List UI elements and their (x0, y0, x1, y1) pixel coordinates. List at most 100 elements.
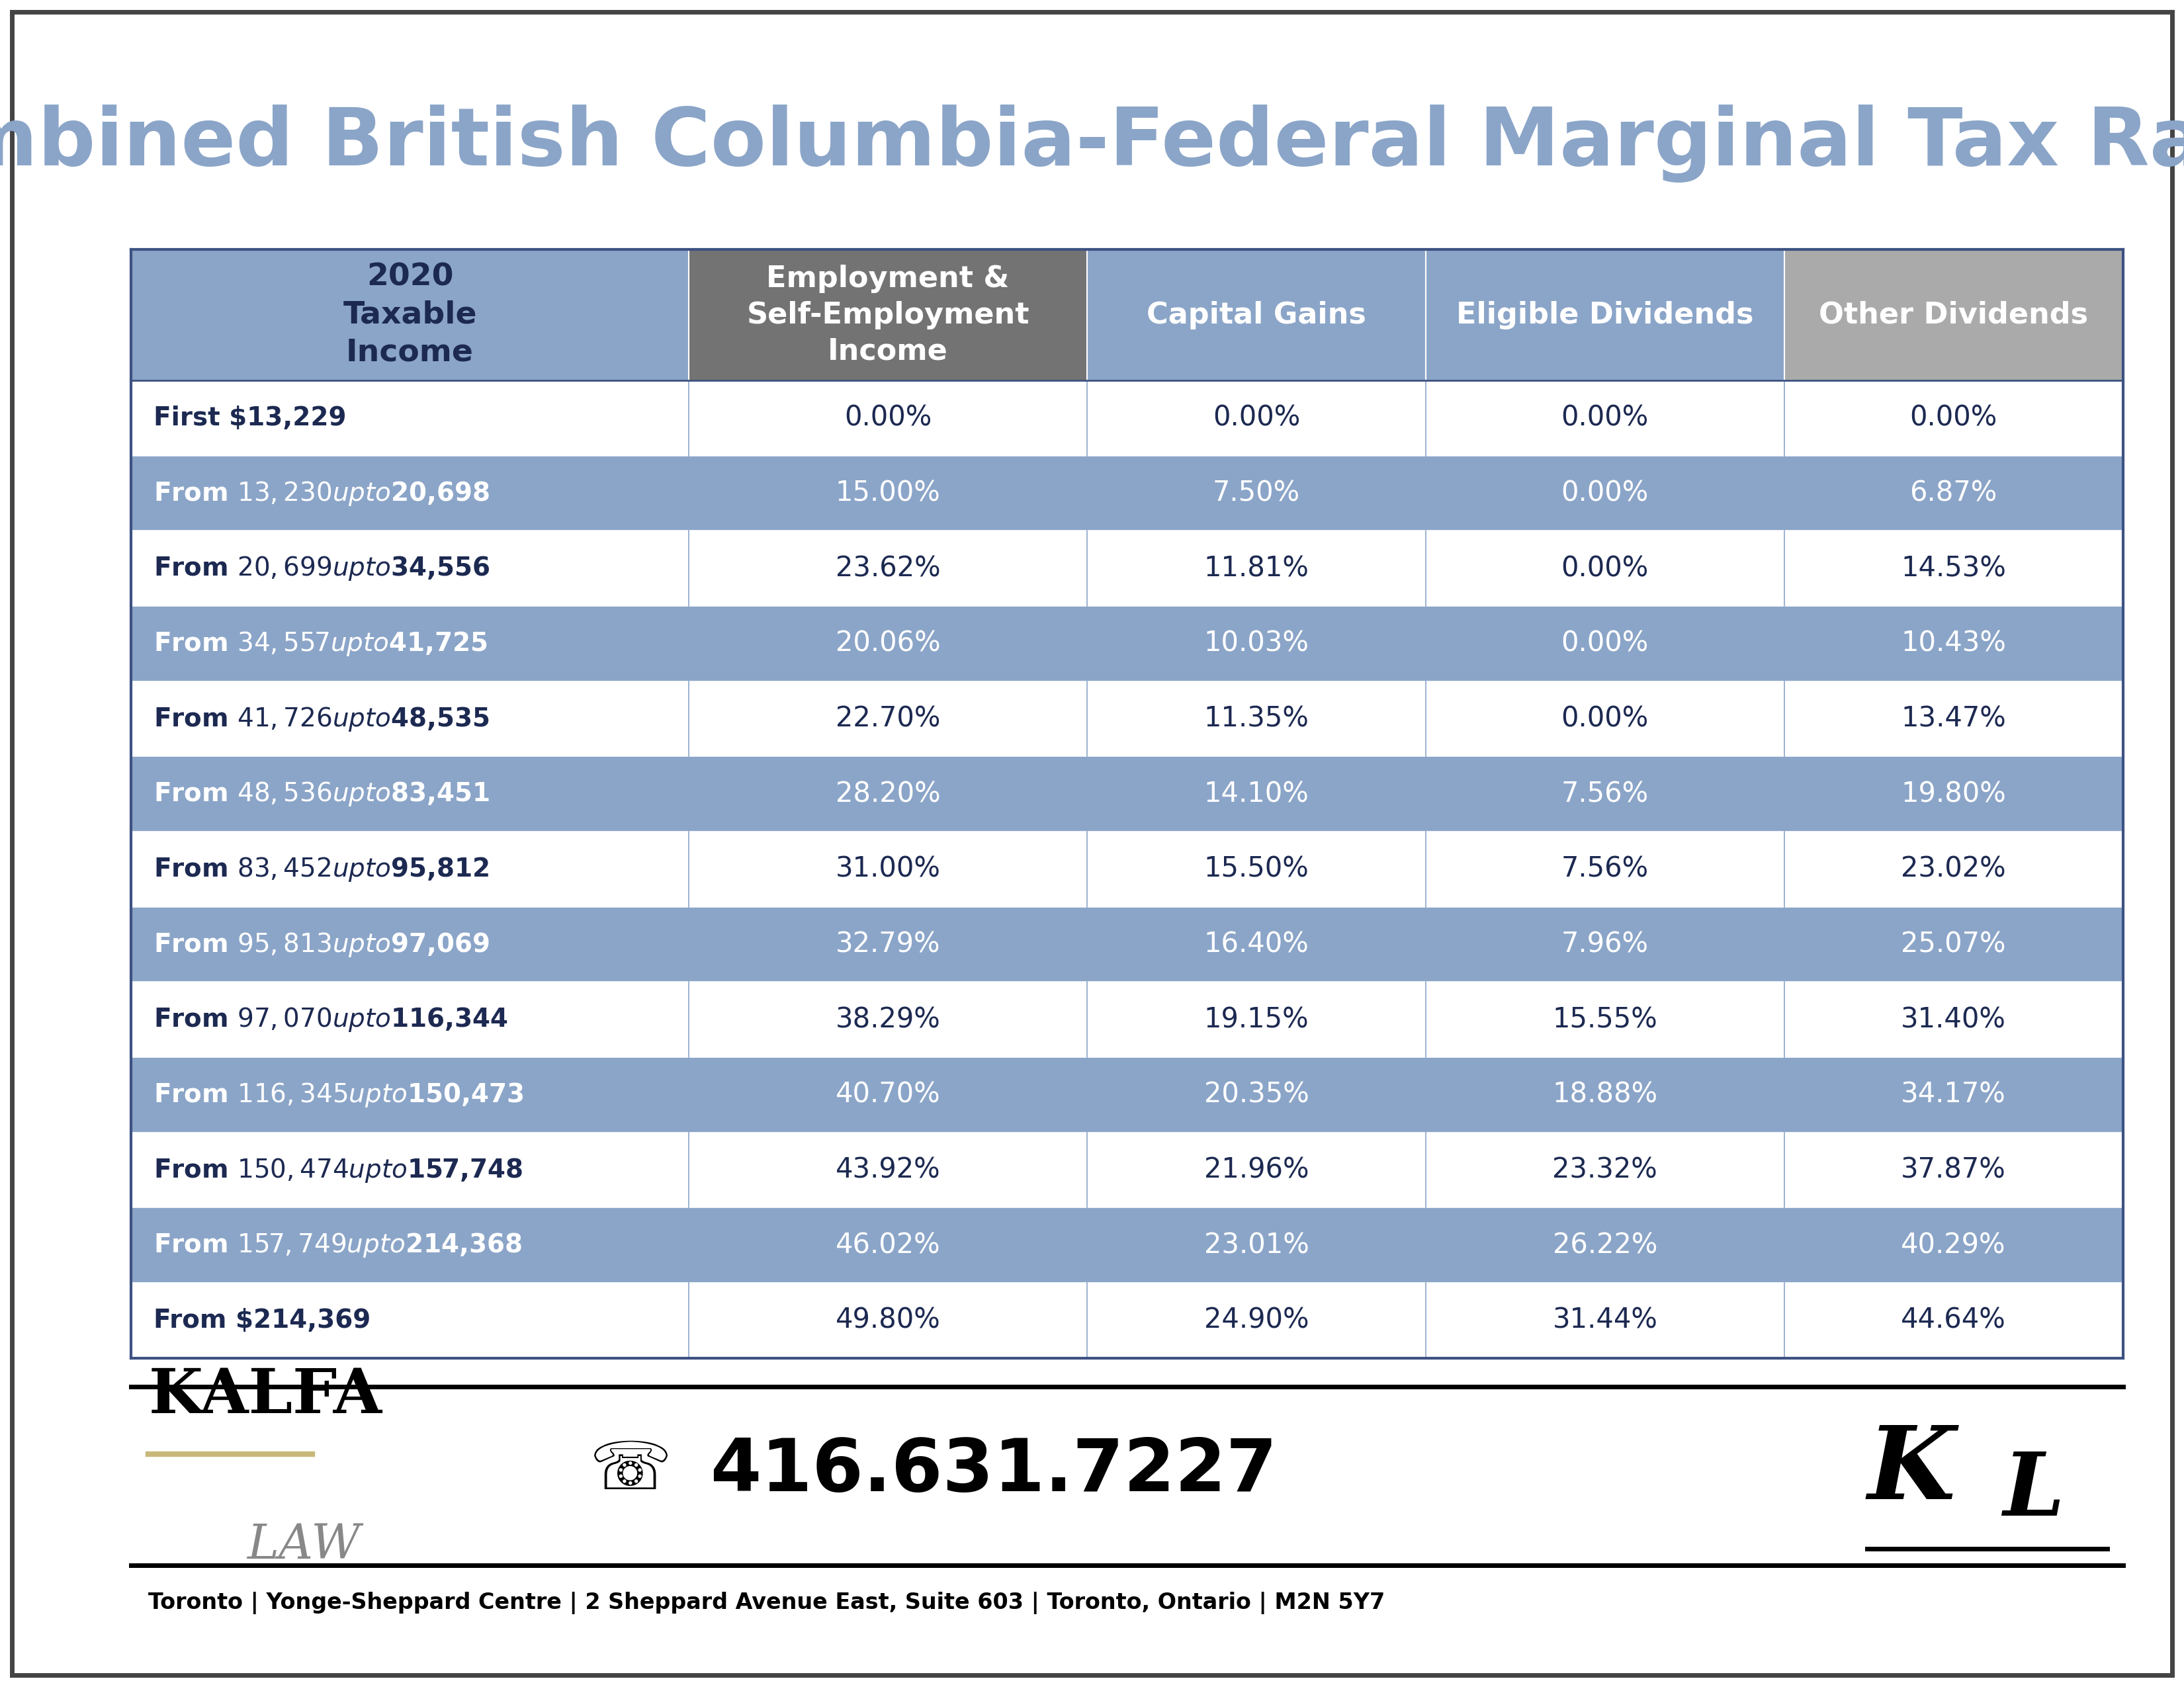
Bar (1784, 1208, 2123, 1282)
Bar (1784, 1132, 2123, 1208)
Bar (131, 1132, 688, 1208)
Text: From $83,452 up to $95,812: From $83,452 up to $95,812 (153, 855, 489, 882)
Text: 19.15%: 19.15% (1203, 1005, 1308, 1034)
Bar (131, 1058, 688, 1132)
Text: From $41,726 up to $48,535: From $41,726 up to $48,535 (153, 705, 489, 732)
Bar (1426, 682, 1784, 756)
Text: 0.00%: 0.00% (845, 405, 933, 432)
Text: 31.44%: 31.44% (1553, 1306, 1658, 1334)
Bar (131, 250, 688, 381)
Bar (1426, 756, 1784, 832)
Text: 22.70%: 22.70% (836, 705, 941, 732)
Bar (688, 455, 1088, 531)
Bar (688, 250, 1088, 381)
Text: 31.00%: 31.00% (834, 855, 941, 882)
Text: 7.96%: 7.96% (1562, 931, 1649, 958)
Text: 15.00%: 15.00% (836, 479, 941, 508)
Text: 0.00%: 0.00% (1562, 479, 1649, 508)
Text: Other Dividends: Other Dividends (1819, 300, 2088, 329)
Text: 20.35%: 20.35% (1203, 1081, 1308, 1108)
Text: 16.40%: 16.40% (1203, 931, 1308, 958)
Text: Employment &
Self-Employment
Income: Employment & Self-Employment Income (747, 265, 1029, 366)
Text: 11.35%: 11.35% (1203, 705, 1308, 732)
Bar (1426, 1058, 1784, 1132)
Text: Toronto | Yonge-Sheppard Centre | 2 Sheppard Avenue East, Suite 603 | Toronto, O: Toronto | Yonge-Sheppard Centre | 2 Shep… (149, 1591, 1385, 1614)
Text: From $95,813 up to $97,069: From $95,813 up to $97,069 (153, 931, 489, 958)
Text: 0.00%: 0.00% (1212, 405, 1299, 432)
Text: 43.92%: 43.92% (836, 1156, 941, 1184)
Text: 23.62%: 23.62% (836, 555, 941, 582)
Text: 26.22%: 26.22% (1553, 1232, 1658, 1259)
Bar (1426, 982, 1784, 1058)
Text: ☏: ☏ (590, 1439, 673, 1503)
Bar (131, 756, 688, 832)
Text: 34.17%: 34.17% (1900, 1081, 2007, 1108)
Text: 13.47%: 13.47% (1900, 705, 2007, 732)
Bar (1784, 250, 2123, 381)
Text: 28.20%: 28.20% (836, 779, 941, 808)
Bar (688, 1132, 1088, 1208)
Text: 24.90%: 24.90% (1203, 1306, 1308, 1334)
Bar (1784, 908, 2123, 982)
Text: 40.70%: 40.70% (836, 1081, 941, 1108)
Bar (1784, 1058, 2123, 1132)
Text: 21.96%: 21.96% (1203, 1156, 1308, 1184)
Text: 7.56%: 7.56% (1562, 855, 1649, 882)
Bar (688, 606, 1088, 682)
Bar (1088, 756, 1426, 832)
Text: Capital Gains: Capital Gains (1147, 300, 1367, 329)
Text: From $20,699 up to $34,556: From $20,699 up to $34,556 (153, 555, 489, 582)
Text: 2020
Taxable
Income: 2020 Taxable Income (343, 261, 476, 368)
Text: 20.06%: 20.06% (836, 629, 941, 658)
Bar (131, 682, 688, 756)
Bar (1426, 455, 1784, 531)
Bar (688, 832, 1088, 908)
Bar (1088, 1282, 1426, 1358)
Text: 14.10%: 14.10% (1203, 779, 1308, 808)
Text: From $157, 749 up to $214,368: From $157, 749 up to $214,368 (153, 1232, 522, 1259)
Text: Eligible Dividends: Eligible Dividends (1457, 300, 1754, 329)
Text: KALFA: KALFA (149, 1366, 382, 1426)
Text: From $34,557 up to $41,725: From $34,557 up to $41,725 (153, 629, 487, 658)
Bar (1088, 381, 1426, 455)
Bar (688, 531, 1088, 606)
Bar (131, 908, 688, 982)
Text: 0.00%: 0.00% (1562, 405, 1649, 432)
Text: From $48,536 up to $83,451: From $48,536 up to $83,451 (153, 779, 489, 808)
Bar (1088, 455, 1426, 531)
Bar (1426, 1282, 1784, 1358)
Bar (131, 982, 688, 1058)
Bar (131, 606, 688, 682)
Bar (688, 1208, 1088, 1282)
Bar (1088, 250, 1426, 381)
Text: 416.631.7227: 416.631.7227 (710, 1436, 1278, 1506)
Bar (688, 1058, 1088, 1132)
Bar (1784, 832, 2123, 908)
Text: From $116,345 up to $150,473: From $116,345 up to $150,473 (153, 1081, 524, 1108)
Bar (1784, 455, 2123, 531)
Text: 14.53%: 14.53% (1900, 555, 2007, 582)
Text: LAW: LAW (247, 1522, 360, 1569)
Text: 38.29%: 38.29% (836, 1005, 941, 1034)
Bar (1426, 1208, 1784, 1282)
Text: Combined British Columbia-Federal Marginal Tax Rates: Combined British Columbia-Federal Margin… (0, 105, 2184, 182)
Bar (131, 531, 688, 606)
Text: From $214,369: From $214,369 (153, 1307, 371, 1333)
Bar (1784, 381, 2123, 455)
Bar (1088, 606, 1426, 682)
Text: 23.32%: 23.32% (1553, 1156, 1658, 1184)
Text: 0.00%: 0.00% (1909, 405, 1998, 432)
Text: 46.02%: 46.02% (836, 1232, 941, 1259)
Bar (1088, 908, 1426, 982)
Text: First $13,229: First $13,229 (153, 405, 347, 430)
Text: 0.00%: 0.00% (1562, 555, 1649, 582)
Text: From $97,070 up to $116,344: From $97,070 up to $116,344 (153, 1005, 507, 1034)
Text: 0.00%: 0.00% (1562, 629, 1649, 658)
Bar (1426, 531, 1784, 606)
Bar (1088, 1058, 1426, 1132)
Bar (1784, 531, 2123, 606)
Text: 7.56%: 7.56% (1562, 779, 1649, 808)
Bar (1784, 1282, 2123, 1358)
Bar (1426, 1132, 1784, 1208)
Bar (1426, 606, 1784, 682)
